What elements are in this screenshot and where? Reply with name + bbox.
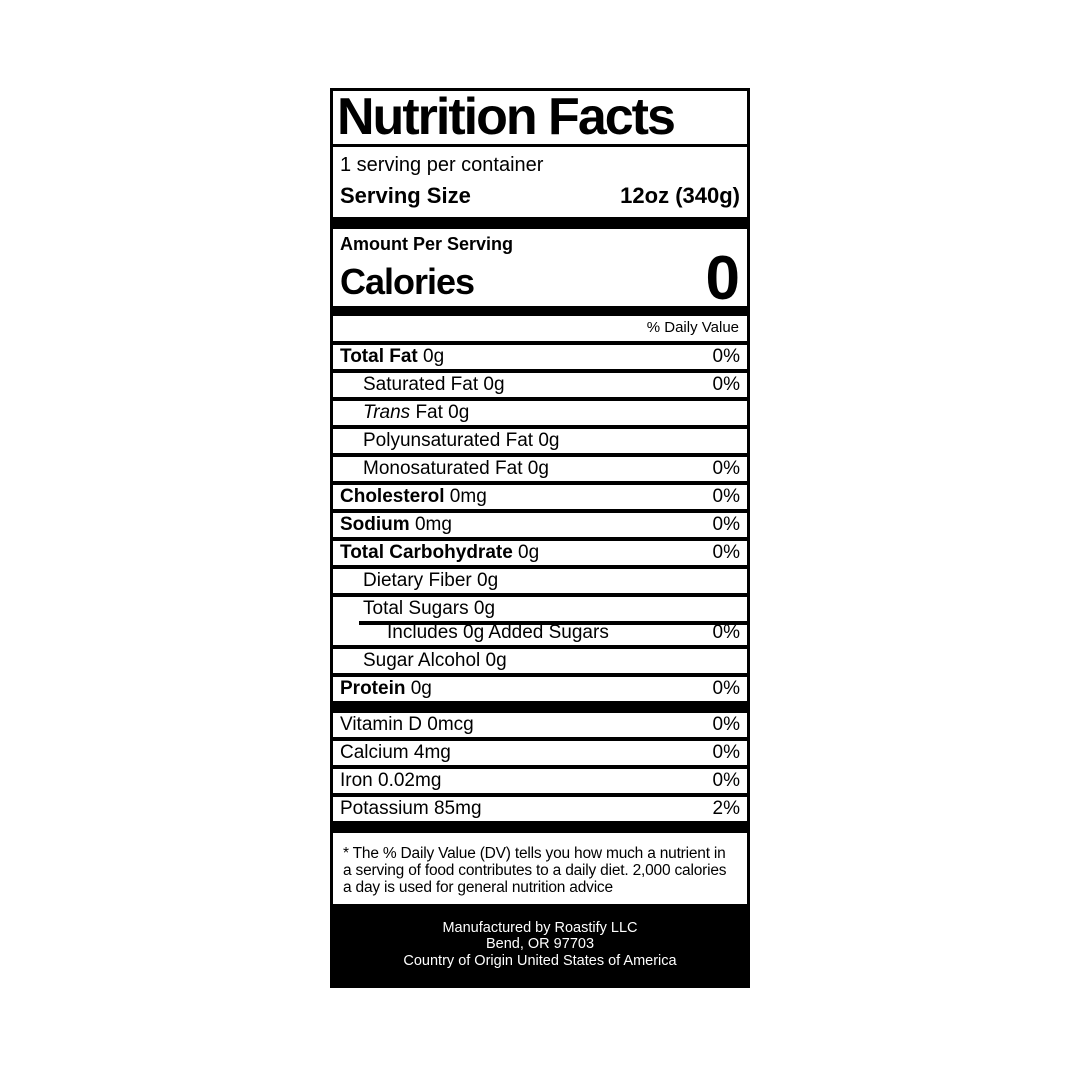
nutrient-name: Total Sugars 0g <box>363 598 496 619</box>
daily-value-percent: 0% <box>712 742 740 763</box>
nutrient-name: Sodium 0mg <box>340 514 452 535</box>
nutrient-name: Polyunsaturated Fat 0g <box>363 430 560 451</box>
daily-value-percent: 0% <box>712 514 740 535</box>
calories-label: Calories <box>340 261 475 302</box>
nutrient-name: Includes 0g Added Sugars <box>387 622 609 643</box>
divider-bar-medium <box>333 306 747 316</box>
nutrient-row: Includes 0g Added Sugars 0% <box>333 621 747 645</box>
manufacturer-line: Bend, OR 97703 <box>485 936 595 953</box>
nutrient-name: Vitamin D 0mcg <box>340 714 474 735</box>
manufacturer-line: Country of Origin United States of Ameri… <box>403 952 677 969</box>
nutrition-facts-label: Nutrition Facts 1 serving per container … <box>330 88 750 988</box>
nutrient-row: Saturated Fat 0g 0% <box>333 369 747 397</box>
nutrient-name: Trans Fat 0g <box>363 402 470 423</box>
nutrient-rows: Total Fat 0g 0% Saturated Fat 0g 0% Trans Fa… <box>333 345 747 701</box>
divider-bar-thick <box>333 217 747 229</box>
nutrient-name: Cholesterol 0mg <box>340 486 487 507</box>
divider-bar-thick <box>333 701 747 713</box>
amount-per-serving-label: Amount Per Serving <box>340 234 514 254</box>
nutrient-name: Total Carbohydrate 0g <box>340 542 540 563</box>
vitamin-row: Calcium 4mg 0% <box>333 737 747 765</box>
vitamin-row: Iron 0.02mg 0% <box>333 765 747 793</box>
vitamin-row: Vitamin D 0mcg 0% <box>333 713 747 737</box>
title-box: Nutrition Facts <box>333 91 747 147</box>
daily-value-percent: 0% <box>712 346 740 367</box>
nutrient-row: Trans Fat 0g <box>333 397 747 425</box>
daily-value-percent: 0% <box>712 458 740 479</box>
daily-value-percent: 0% <box>712 622 740 643</box>
nutrient-name: Monosaturated Fat 0g <box>363 458 549 479</box>
serving-size-row: Serving Size 12oz (340g) <box>340 179 740 211</box>
nutrient-name: Dietary Fiber 0g <box>363 570 499 591</box>
nutrient-row: Total Sugars 0g <box>333 593 747 621</box>
manufacturer-line: Manufactured by Roastify LLC <box>442 919 638 936</box>
daily-value-percent: 0% <box>712 770 740 791</box>
nutrient-row: Total Carbohydrate 0g 0% <box>333 537 747 565</box>
daily-value-footnote: * The % Daily Value (DV) tells you how m… <box>343 845 727 896</box>
nutrient-name: Saturated Fat 0g <box>363 374 505 395</box>
calories-row: Calories 0 <box>340 244 740 313</box>
serving-size-label: Serving Size <box>340 183 471 208</box>
nutrient-name: Potassium 85mg <box>340 798 482 819</box>
daily-value-percent: 0% <box>712 486 740 507</box>
nutrient-name: Sugar Alcohol 0g <box>363 650 507 671</box>
daily-value-percent: 0% <box>712 714 740 735</box>
nutrient-row: Monosaturated Fat 0g 0% <box>333 453 747 481</box>
divider-bar-thick <box>333 821 747 833</box>
daily-value-percent: 0% <box>712 678 740 699</box>
calories-value: 0 <box>705 244 740 313</box>
serving-info-section: 1 serving per container Serving Size 12o… <box>333 147 747 217</box>
daily-value-percent: 2% <box>712 798 740 819</box>
nutrient-row: Sugar Alcohol 0g <box>333 645 747 673</box>
daily-value-header: % Daily Value <box>333 316 747 345</box>
servings-per-container: 1 serving per container <box>340 154 544 176</box>
serving-size-value: 12oz (340g) <box>620 183 740 208</box>
nutrient-name: Iron 0.02mg <box>340 770 442 791</box>
label-title: Nutrition Facts <box>337 88 676 146</box>
nutrient-row: Total Fat 0g 0% <box>333 345 747 369</box>
nutrient-row: Dietary Fiber 0g <box>333 565 747 593</box>
daily-value-percent: 0% <box>712 542 740 563</box>
daily-value-percent: 0% <box>712 374 740 395</box>
nutrient-name: Protein 0g <box>340 678 432 699</box>
nutrient-row: Protein 0g 0% <box>333 673 747 701</box>
calories-section: Amount Per Serving Calories 0 <box>333 229 747 313</box>
nutrient-row: Cholesterol 0mg 0% <box>333 481 747 509</box>
nutrient-row: Sodium 0mg 0% <box>333 509 747 537</box>
vitamin-rows: Vitamin D 0mcg 0% Calcium 4mg 0% Iron 0.02mg… <box>333 713 747 821</box>
nutrient-name: Calcium 4mg <box>340 742 451 763</box>
nutrient-name: Total Fat 0g <box>340 346 445 367</box>
vitamin-row: Potassium 85mg 2% <box>333 793 747 821</box>
nutrient-row: Polyunsaturated Fat 0g <box>333 425 747 453</box>
manufacturer-footer: Manufactured by Roastify LLC Bend, OR 977… <box>333 904 747 985</box>
